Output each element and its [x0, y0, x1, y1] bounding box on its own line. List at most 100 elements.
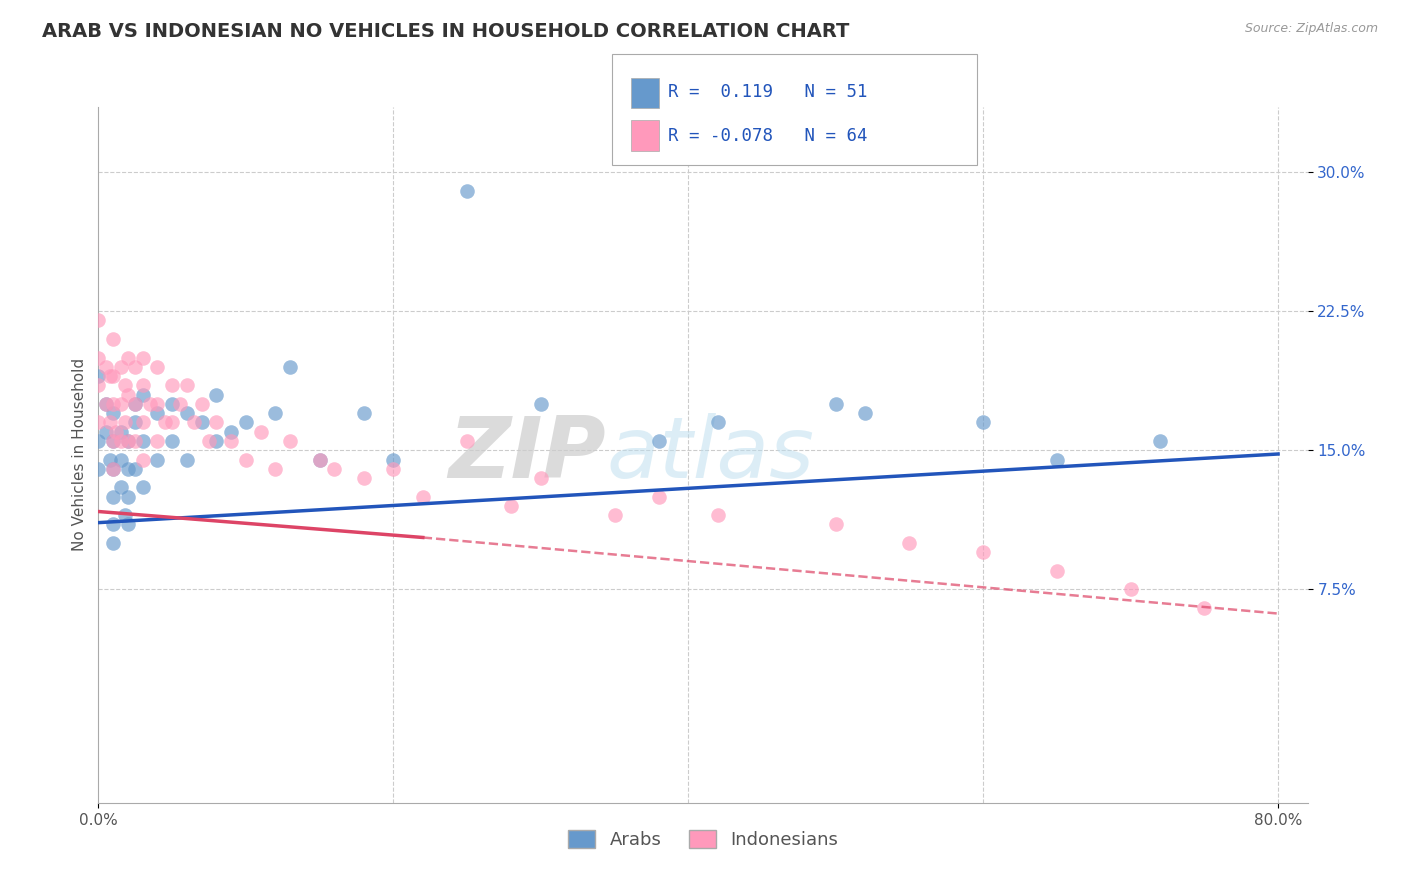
Point	[190, 397, 212, 411]
Point	[278, 434, 301, 448]
Point	[146, 359, 169, 374]
Point	[124, 462, 146, 476]
Point	[94, 425, 117, 439]
Point	[308, 452, 330, 467]
Point	[124, 434, 146, 448]
Point	[101, 369, 124, 384]
Point	[117, 351, 139, 365]
Point	[235, 452, 257, 467]
Point	[169, 397, 191, 411]
Legend: Arabs, Indonesians: Arabs, Indonesians	[561, 822, 845, 856]
Point	[824, 517, 846, 532]
Point	[101, 434, 124, 448]
Point	[117, 387, 139, 401]
Point	[87, 416, 110, 430]
Point	[501, 499, 523, 513]
Point	[456, 434, 478, 448]
Point	[114, 378, 136, 392]
Point	[131, 434, 153, 448]
Point	[308, 452, 330, 467]
Point	[176, 378, 198, 392]
Point	[219, 434, 242, 448]
Point	[110, 359, 132, 374]
Point	[110, 397, 132, 411]
Point	[114, 508, 136, 523]
Point	[98, 369, 121, 384]
Point	[264, 462, 287, 476]
Point	[382, 462, 405, 476]
Point	[824, 397, 846, 411]
Point	[101, 406, 124, 420]
Point	[87, 369, 110, 384]
Point	[146, 406, 169, 420]
Point	[101, 517, 124, 532]
Point	[117, 462, 139, 476]
Point	[706, 416, 728, 430]
Point	[972, 416, 994, 430]
Point	[323, 462, 346, 476]
Point	[87, 378, 110, 392]
Point	[853, 406, 876, 420]
Point	[898, 536, 921, 550]
Point	[249, 425, 271, 439]
Point	[176, 406, 198, 420]
Point	[603, 508, 626, 523]
Point	[219, 425, 242, 439]
Point	[117, 517, 139, 532]
Point	[1194, 601, 1216, 615]
Point	[124, 397, 146, 411]
Point	[160, 397, 183, 411]
Y-axis label: No Vehicles in Household: No Vehicles in Household	[72, 359, 87, 551]
Point	[87, 313, 110, 327]
Point	[110, 480, 132, 494]
Point	[264, 406, 287, 420]
Point	[101, 462, 124, 476]
Point	[110, 434, 132, 448]
Point	[131, 387, 153, 401]
Point	[412, 490, 434, 504]
Point	[235, 416, 257, 430]
Point	[124, 416, 146, 430]
Point	[198, 434, 221, 448]
Point	[101, 397, 124, 411]
Point	[87, 351, 110, 365]
Point	[94, 359, 117, 374]
Text: Source: ZipAtlas.com: Source: ZipAtlas.com	[1244, 22, 1378, 36]
Point	[176, 452, 198, 467]
Text: atlas: atlas	[606, 413, 814, 497]
Point	[98, 416, 121, 430]
Point	[160, 416, 183, 430]
Point	[456, 184, 478, 198]
Text: R = -0.078   N = 64: R = -0.078 N = 64	[668, 127, 868, 145]
Point	[110, 425, 132, 439]
Point	[190, 416, 212, 430]
Point	[101, 490, 124, 504]
Point	[146, 434, 169, 448]
Text: ARAB VS INDONESIAN NO VEHICLES IN HOUSEHOLD CORRELATION CHART: ARAB VS INDONESIAN NO VEHICLES IN HOUSEH…	[42, 22, 849, 41]
Point	[94, 397, 117, 411]
Point	[205, 387, 228, 401]
Point	[87, 434, 110, 448]
Point	[205, 434, 228, 448]
Point	[146, 397, 169, 411]
Point	[530, 397, 553, 411]
Point	[648, 434, 671, 448]
Point	[146, 452, 169, 467]
Point	[530, 471, 553, 485]
Point	[87, 462, 110, 476]
Point	[278, 359, 301, 374]
Point	[205, 416, 228, 430]
Point	[139, 397, 162, 411]
Point	[972, 545, 994, 559]
Point	[131, 416, 153, 430]
Point	[648, 490, 671, 504]
Point	[160, 378, 183, 392]
Point	[117, 434, 139, 448]
Point	[117, 490, 139, 504]
Point	[101, 462, 124, 476]
Point	[131, 351, 153, 365]
Point	[183, 416, 205, 430]
Point	[94, 397, 117, 411]
Point	[1046, 452, 1069, 467]
Point	[160, 434, 183, 448]
